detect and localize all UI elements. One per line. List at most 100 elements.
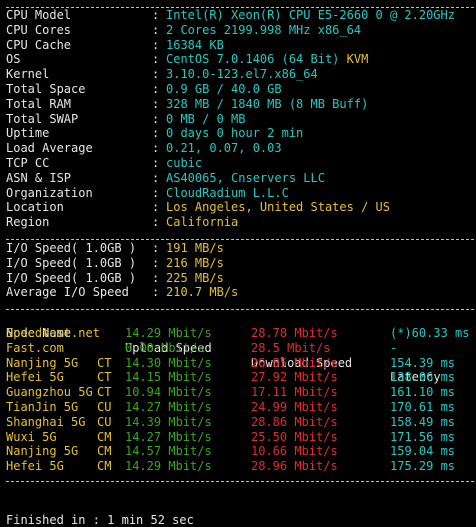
colon: : [152,155,160,170]
sysinfo-value: 2 Cores 2199.998 MHz x86_64 [166,22,362,37]
colon: : [152,200,160,215]
download-speed: 28.78 Mbit/s [251,325,338,340]
isp-code: CM [97,459,112,474]
upload-speed: 0.00 Mbit/s [125,340,205,355]
sysinfo-value: Intel(R) Xeon(R) CPU E5-2660 0 @ 2.20GHz [166,8,455,22]
io-key: I/O Speed( 1.0GB ) [6,240,137,255]
upload-speed: 14.27 Mbit/s [125,399,212,414]
io-key: I/O Speed( 1.0GB ) [6,270,137,285]
speedtest-row: Speedtest.net 14.29 Mbit/s 28.78 Mbit/s (*)… [6,326,476,341]
io-value: 191 MB/s [166,240,224,255]
speedtest-row: Nanjing 5G CT 14.30 Mbit/s 26.85 Mbit/s 154.… [6,356,476,371]
colon: : [152,8,160,22]
node-name: Hefei 5G [6,370,64,385]
speedtest-row: Nanjing 5G CM 14.57 Mbit/s 10.66 Mbit/s 159.… [6,444,476,459]
sysinfo-row: TCP CC: cubic [6,156,476,171]
sysinfo-row: Organization: CloudRadium L.L.C [6,186,476,201]
sysinfo-key: Uptime [6,126,50,141]
speedtest-row: Wuxi 5G CM 14.27 Mbit/s 25.50 Mbit/s 171.56 … [6,430,476,445]
download-speed: 25.50 Mbit/s [251,429,338,444]
speedtest-row: Shanghai 5G CU 14.39 Mbit/s 28.86 Mbit/s 158… [6,415,476,430]
speedtest-row: Fast.com 0.00 Mbit/s 28.5 Mbit/s - [6,341,476,356]
sysinfo-value: 16384 KB [166,37,224,52]
download-speed: 28.96 Mbit/s [251,459,338,474]
sysinfo-row: Location: Los Angeles, United States / US [6,200,476,215]
separator-line [6,480,474,482]
sysinfo-value: 3.10.0-123.el7.x86_64 [166,67,318,82]
separator-line [6,309,474,311]
isp-code: CT [97,355,112,370]
download-speed: 28.5 Mbit/s [251,340,331,355]
colon: : [152,141,160,156]
node-name: TianJin 5G [6,399,79,414]
isp-code: CM [97,429,112,444]
speedtest-row: Guangzhou 5G CT 10.94 Mbit/s 17.11 Mbit/s 16… [6,385,476,400]
colon: : [152,52,160,67]
node-name: Nanjing 5G [6,355,79,370]
latency: 170.61 ms [390,399,456,414]
colon: : [152,240,160,255]
sysinfo-key: Kernel [6,67,50,82]
latency: 171.56 ms [390,429,456,444]
latency: 159.04 ms [390,444,456,459]
sysinfo-key: CPU Model [6,8,72,22]
isp-code: CT [97,370,112,385]
sysinfo-row: Total Space:0.9 GB / 40.0 GB [6,82,476,97]
latency: - [390,340,398,355]
node-name: Guangzhou 5G [6,385,93,400]
upload-speed: 14.27 Mbit/s [125,429,212,444]
sysinfo-value: CloudRadium L.L.C [166,185,289,200]
sysinfo-key: OS [6,52,21,67]
os-name: CentOS 7.0.1406 (64 Bit) [166,52,347,67]
sysinfo-key: Total RAM [6,96,72,111]
speedtest-row: Hefei 5G CT 14.15 Mbit/s 27.92 Mbit/s 138.06… [6,370,476,385]
io-value: 210.7 MB/s [166,285,239,300]
latency: 154.39 ms [390,355,456,370]
sysinfo-value: AS40065, Cnservers LLC [166,170,325,185]
colon: : [152,185,160,200]
latency: 161.10 ms [390,385,456,400]
io-key: Average I/O Speed [6,285,129,300]
sysinfo-key: Load Average [6,141,93,156]
node-name: Speedtest.net [6,325,100,340]
download-speed: 24.99 Mbit/s [251,399,338,414]
download-speed: 27.92 Mbit/s [251,370,338,385]
io-speed-block: I/O Speed( 1.0GB ):191 MB/s I/O Speed( 1… [6,241,476,300]
speedtest-row: TianJin 5G CU 14.27 Mbit/s 24.99 Mbit/s 170.… [6,400,476,415]
node-name: Wuxi 5G [6,429,57,444]
sysinfo-value: 0.21, 0.07, 0.03 [166,141,282,156]
io-row: I/O Speed( 1.0GB ):216 MB/s [6,256,476,271]
download-speed: 26.85 Mbit/s [251,355,338,370]
io-row: I/O Speed( 1.0GB ):191 MB/s [6,241,476,256]
io-value: 216 MB/s [166,255,224,270]
terminal-window[interactable]: CPU Model: Intel(R) Xeon(R) CPU E5-2660 0… [0,7,476,527]
colon: : [152,170,160,185]
upload-speed: 14.29 Mbit/s [125,459,212,474]
download-speed-header: Download Speed [251,355,353,370]
sysinfo-value: California [166,215,239,230]
colon: : [152,285,160,300]
node-name: Fast.com [6,340,64,355]
io-key: I/O Speed( 1.0GB ) [6,255,137,270]
sysinfo-value: CentOS 7.0.1406 (64 Bit) KVM [166,52,368,67]
sysinfo-key: Location [6,200,64,215]
sysinfo-key: Total Space [6,81,86,96]
sysinfo-row: Total SWAP:0 MB / 0 MB [6,112,476,127]
colon: : [152,22,160,37]
sysinfo-key: Total SWAP [6,111,79,126]
finished-time-line: Finished in : 1 min 52 sec [6,513,194,527]
colon: : [152,111,160,126]
colon: : [152,67,160,82]
separator-line [6,238,474,240]
latency-header: Latency [390,370,441,385]
isp-code: CM [97,444,112,459]
upload-speed: 14.39 Mbit/s [125,414,212,429]
upload-speed: 14.15 Mbit/s [125,370,212,385]
sysinfo-key: CPU Cache [6,37,72,52]
colon: : [152,270,160,285]
sysinfo-row: CPU Model: Intel(R) Xeon(R) CPU E5-2660 0… [6,8,476,23]
node-name: Shanghai 5G [6,414,86,429]
sysinfo-row: Region: California [6,215,476,230]
colon: : [152,255,160,270]
colon: : [152,81,160,96]
